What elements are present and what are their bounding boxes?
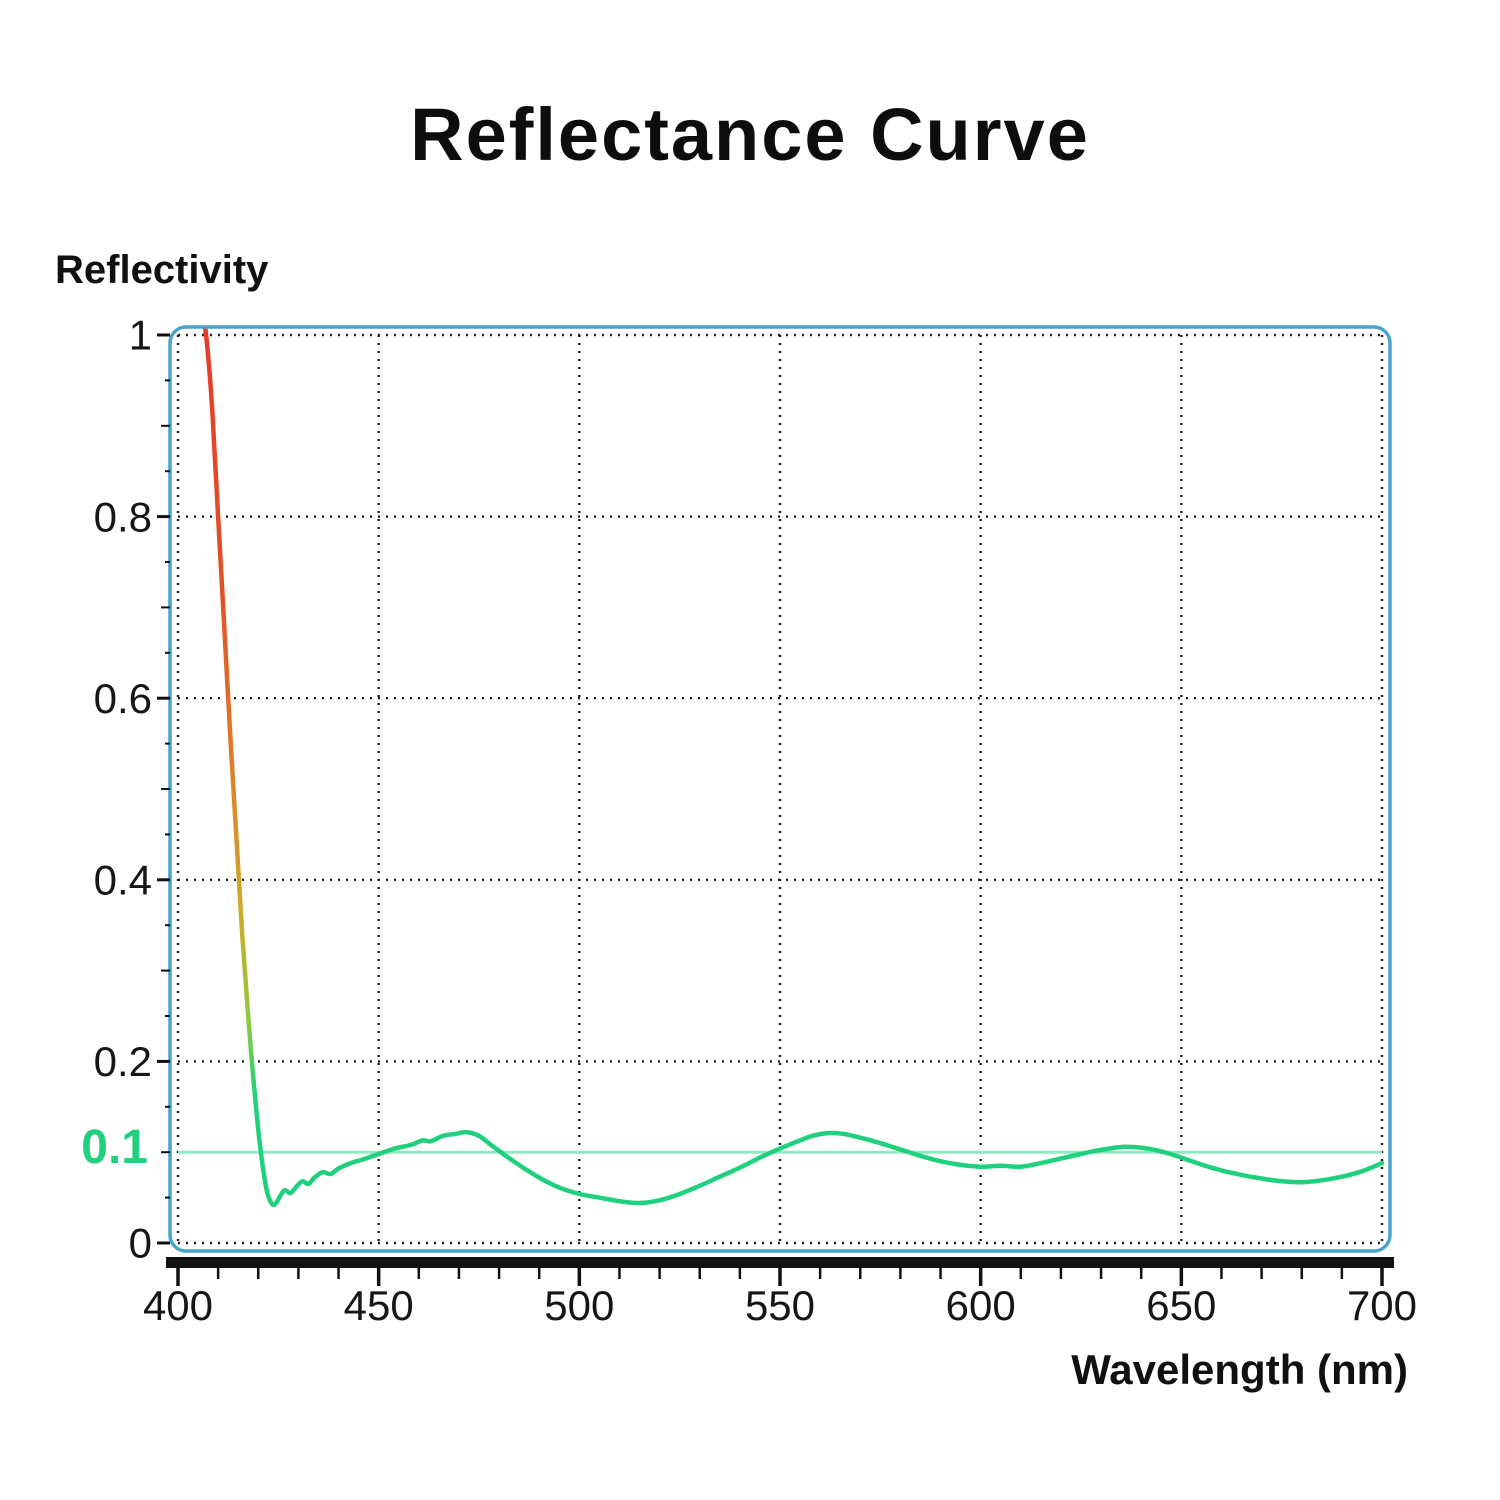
x-tick-label: 550 [745,1282,815,1329]
x-tick-label: 650 [1146,1282,1216,1329]
y-tick-label: 0.6 [94,675,152,722]
x-tick-label: 600 [946,1282,1016,1329]
y-tick-label: 0.4 [94,857,152,904]
x-tick-label: 500 [544,1282,614,1329]
y-axis [157,333,170,1245]
x-tick-label: 450 [344,1282,414,1329]
x-tick-label: 700 [1347,1282,1417,1329]
y-axis-title: Reflectivity [55,248,269,292]
x-tick-label: 400 [143,1282,213,1329]
reference-value-label: 0.1 [81,1121,148,1174]
x-axis [166,1257,1394,1286]
y-tick-label: 0.8 [94,493,152,540]
x-axis-title: Wavelength (nm) [1071,1346,1408,1393]
y-tick-label: 0 [129,1220,152,1267]
grid [176,333,1384,1245]
chart-title: Reflectance Curve [410,93,1090,176]
reflectance-curve [195,327,1385,1208]
y-tick-label: 1 [129,312,152,359]
y-tick-label: 0.2 [94,1038,152,1085]
tick-labels: 0 0.2 0.4 0.6 0.8 1 400 450 500 550 600 650 700 [94,312,1417,1329]
